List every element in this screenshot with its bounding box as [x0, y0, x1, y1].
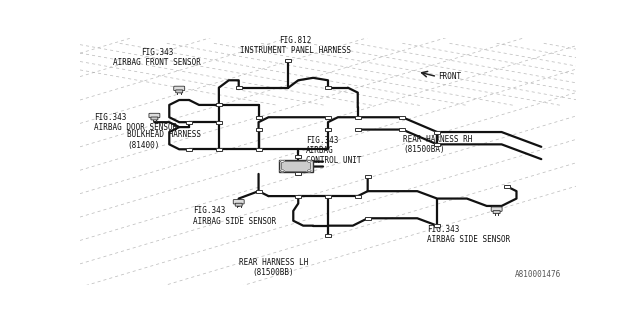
Bar — [285, 59, 291, 62]
Bar — [434, 143, 440, 146]
Text: FIG.343
AIRBAG
CONTROL UNIT: FIG.343 AIRBAG CONTROL UNIT — [306, 136, 362, 165]
Text: BULKHEAD HARNESS
(81400): BULKHEAD HARNESS (81400) — [127, 130, 201, 150]
FancyBboxPatch shape — [233, 200, 244, 204]
Bar — [216, 148, 222, 151]
FancyBboxPatch shape — [176, 90, 182, 93]
Bar — [255, 128, 262, 131]
Circle shape — [307, 160, 311, 162]
Bar — [282, 161, 310, 171]
Bar — [399, 128, 405, 131]
FancyBboxPatch shape — [491, 207, 502, 212]
Bar — [355, 195, 361, 197]
Bar — [255, 190, 262, 193]
Text: A810001476: A810001476 — [515, 270, 561, 279]
Bar — [325, 116, 331, 119]
Bar — [279, 160, 312, 172]
Bar — [434, 224, 440, 227]
Text: FIG.343
AIRBAG SIDE SENSOR: FIG.343 AIRBAG SIDE SENSOR — [428, 225, 511, 244]
Bar — [365, 217, 371, 220]
Bar — [325, 86, 331, 89]
Bar — [236, 86, 242, 89]
Bar — [325, 128, 331, 131]
Bar — [355, 128, 361, 131]
Bar — [295, 172, 301, 175]
Circle shape — [307, 170, 311, 172]
Bar — [325, 195, 331, 197]
Text: REAR HARNESS LH
(81500BB): REAR HARNESS LH (81500BB) — [239, 258, 308, 277]
Bar — [255, 148, 262, 151]
Bar — [255, 116, 262, 119]
Bar — [325, 234, 331, 237]
Bar — [399, 116, 405, 119]
Circle shape — [280, 170, 284, 172]
FancyBboxPatch shape — [236, 203, 242, 206]
Bar — [186, 148, 192, 151]
Bar — [216, 121, 222, 124]
Text: FIG.343
AIRBAG DOOR SENSOR: FIG.343 AIRBAG DOOR SENSOR — [94, 113, 177, 132]
FancyBboxPatch shape — [173, 86, 185, 91]
Bar — [295, 195, 301, 197]
FancyBboxPatch shape — [493, 211, 500, 213]
Text: FIG.343
AIRBAG FRONT SENSOR: FIG.343 AIRBAG FRONT SENSOR — [113, 48, 201, 67]
Bar — [434, 131, 440, 133]
Bar — [355, 116, 361, 119]
Text: FIG.343
AIRBAG SIDE SENSOR: FIG.343 AIRBAG SIDE SENSOR — [193, 206, 276, 226]
FancyBboxPatch shape — [151, 117, 158, 120]
Text: REAR HARNESS RH
(81500BA): REAR HARNESS RH (81500BA) — [403, 135, 473, 154]
Bar — [504, 185, 509, 188]
Bar — [216, 103, 222, 107]
Text: FIG.812
INSTRUMENT PANEL HARNESS: FIG.812 INSTRUMENT PANEL HARNESS — [240, 36, 351, 55]
Bar — [295, 155, 301, 158]
FancyBboxPatch shape — [149, 113, 160, 118]
Bar — [365, 175, 371, 178]
Circle shape — [280, 160, 284, 162]
Text: FRONT: FRONT — [438, 72, 461, 81]
Bar — [186, 121, 192, 124]
